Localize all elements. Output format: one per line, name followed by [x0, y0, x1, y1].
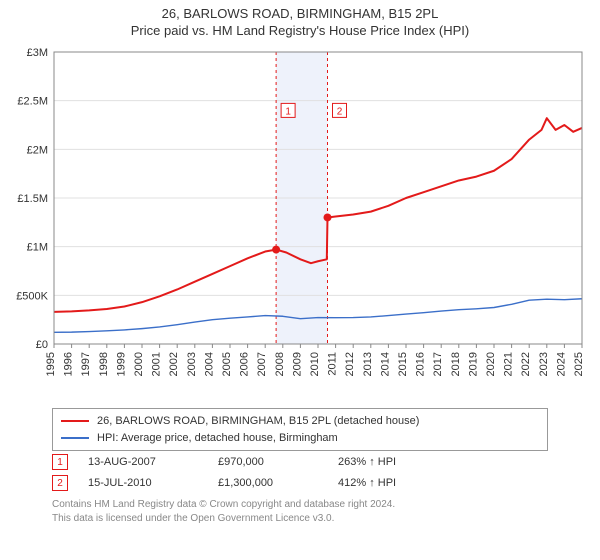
sale-date-2: 15-JUL-2010 [88, 473, 218, 494]
svg-text:2016: 2016 [415, 352, 427, 376]
sale-price-2: £1,300,000 [218, 473, 338, 494]
svg-text:2020: 2020 [485, 352, 497, 376]
svg-text:2010: 2010 [309, 352, 321, 376]
chart: £0 £500K £1M £1.5M £2M £2.5M £3M 1995 1996 1997 19… [10, 44, 590, 404]
footer-line2: This data is licensed under the Open Gov… [52, 512, 395, 526]
footer: Contains HM Land Registry data © Crown c… [52, 498, 395, 525]
sales-row-2: 2 15-JUL-2010 £1,300,000 412% ↑ HPI [52, 473, 478, 494]
sale-date-1: 13-AUG-2007 [88, 452, 218, 473]
svg-text:2007: 2007 [256, 352, 268, 376]
legend-item-hpi: HPI: Average price, detached house, Birm… [61, 430, 539, 447]
svg-text:2003: 2003 [186, 352, 198, 376]
svg-text:2014: 2014 [379, 352, 391, 376]
svg-text:£3M: £3M [27, 47, 48, 59]
svg-text:1997: 1997 [80, 352, 92, 376]
svg-text:£2M: £2M [27, 144, 48, 156]
svg-text:2023: 2023 [538, 352, 550, 376]
chart-svg: £0 £500K £1M £1.5M £2M £2.5M £3M 1995 1996 1997 19… [10, 44, 590, 404]
legend-swatch-hpi [61, 437, 89, 439]
legend-swatch-property [61, 420, 89, 422]
legend-label-property: 26, BARLOWS ROAD, BIRMINGHAM, B15 2PL (d… [97, 413, 419, 430]
sale-price-1: £970,000 [218, 452, 338, 473]
svg-text:1996: 1996 [63, 352, 75, 376]
svg-text:2025: 2025 [573, 352, 585, 376]
legend-label-hpi: HPI: Average price, detached house, Birm… [97, 430, 338, 447]
svg-text:2018: 2018 [450, 352, 462, 376]
svg-text:2006: 2006 [239, 352, 251, 376]
svg-text:£1.5M: £1.5M [17, 193, 48, 205]
svg-text:2017: 2017 [432, 352, 444, 376]
svg-text:1999: 1999 [115, 352, 127, 376]
svg-text:2021: 2021 [503, 352, 515, 376]
svg-text:1998: 1998 [98, 352, 110, 376]
svg-text:2004: 2004 [203, 352, 215, 376]
svg-text:2001: 2001 [151, 352, 163, 376]
sales-table: 1 13-AUG-2007 £970,000 263% ↑ HPI 2 15-J… [52, 452, 478, 494]
svg-text:2024: 2024 [555, 352, 567, 376]
sale-pct-1: 263% ↑ HPI [338, 452, 478, 473]
svg-text:2022: 2022 [520, 352, 532, 376]
svg-text:2: 2 [337, 106, 343, 117]
svg-text:2015: 2015 [397, 352, 409, 376]
chart-title-block: 26, BARLOWS ROAD, BIRMINGHAM, B15 2PL Pr… [0, 0, 600, 40]
svg-text:2019: 2019 [467, 352, 479, 376]
sales-row-1: 1 13-AUG-2007 £970,000 263% ↑ HPI [52, 452, 478, 473]
footer-line1: Contains HM Land Registry data © Crown c… [52, 498, 395, 512]
svg-text:2008: 2008 [274, 352, 286, 376]
svg-text:2012: 2012 [344, 352, 356, 376]
title-line2: Price paid vs. HM Land Registry's House … [0, 23, 600, 40]
svg-text:2009: 2009 [291, 352, 303, 376]
svg-text:2011: 2011 [327, 352, 339, 376]
svg-text:£1M: £1M [27, 242, 48, 254]
svg-text:£0: £0 [36, 339, 48, 351]
svg-text:£500K: £500K [16, 290, 48, 302]
svg-text:2005: 2005 [221, 352, 233, 376]
svg-text:2002: 2002 [168, 352, 180, 376]
legend-item-property: 26, BARLOWS ROAD, BIRMINGHAM, B15 2PL (d… [61, 413, 539, 430]
svg-text:£2.5M: £2.5M [17, 96, 48, 108]
sale-pct-2: 412% ↑ HPI [338, 473, 478, 494]
sale-marker-1: 1 [52, 454, 68, 470]
svg-text:1: 1 [285, 106, 291, 117]
title-line1: 26, BARLOWS ROAD, BIRMINGHAM, B15 2PL [0, 6, 600, 23]
svg-text:2013: 2013 [362, 352, 374, 376]
legend: 26, BARLOWS ROAD, BIRMINGHAM, B15 2PL (d… [52, 408, 548, 451]
svg-text:2000: 2000 [133, 352, 145, 376]
sale-marker-2: 2 [52, 475, 68, 491]
svg-text:1995: 1995 [45, 352, 57, 376]
